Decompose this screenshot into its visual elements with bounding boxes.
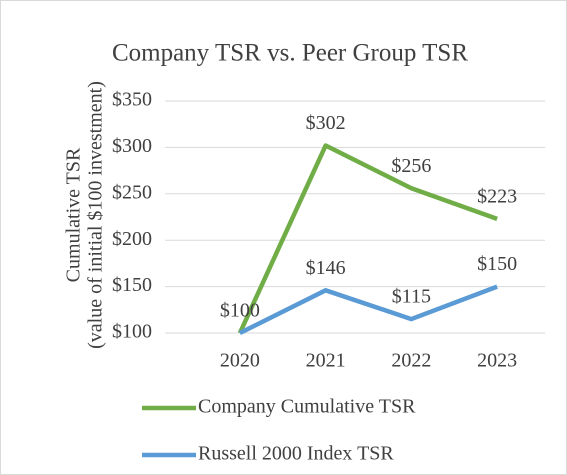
x-tick-label: 2022 <box>391 350 431 372</box>
legend-label: Russell 2000 Index TSR <box>198 443 394 465</box>
y-axis-title-line: (value of initial $100 investment) <box>85 81 107 349</box>
legend-label: Company Cumulative TSR <box>198 396 416 418</box>
y-axis-title: Cumulative TSR (value of initial $100 in… <box>63 81 107 349</box>
y-tick-label: $350 <box>112 89 152 111</box>
y-tick-label: $150 <box>112 274 152 296</box>
x-tick-label: 2023 <box>477 350 517 372</box>
data-label: $223 <box>477 185 517 207</box>
y-tick-label: $200 <box>112 228 152 250</box>
data-label: $146 <box>306 257 346 279</box>
data-label: $256 <box>391 155 431 177</box>
data-label: $115 <box>392 286 431 308</box>
data-label: $302 <box>306 112 346 134</box>
chart-title: Company TSR vs. Peer Group TSR <box>112 40 468 67</box>
y-tick-label: $250 <box>112 181 152 203</box>
series-line <box>237 143 498 334</box>
x-tick-label: 2021 <box>306 350 346 372</box>
y-axis-title-line: Cumulative TSR <box>63 147 85 282</box>
x-tick-label: 2020 <box>220 350 260 372</box>
data-label: $100 <box>220 300 260 322</box>
y-tick-label: $300 <box>112 135 152 157</box>
data-label: $150 <box>477 253 517 275</box>
series-line <box>238 284 498 336</box>
y-tick-label: $100 <box>112 321 152 343</box>
